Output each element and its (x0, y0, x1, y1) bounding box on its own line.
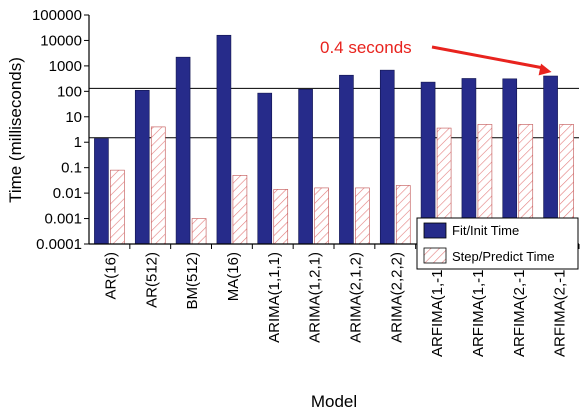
x-tick-label-ma-16: MA(16) (225, 252, 242, 301)
legend-swatch-fit (423, 222, 447, 239)
y-tick-label: 0.001 (44, 211, 82, 228)
annotation-text: 0.4 seconds (320, 38, 412, 57)
x-tick-label-arfima-2-1-1: ARFIMA(2,-1,1) (511, 252, 528, 357)
x-categories: AR(16) AR(512) BM(512) MA(16) ARIMA(1,1,1) AR… (102, 252, 568, 357)
y-tick-label: 0.0001 (36, 236, 82, 253)
x-tick-label-arima-2-2-2: ARIMA(2,2,2) (388, 252, 405, 343)
x-tick-label-arfima-2-1-2: ARFIMA(2,-1,2) (552, 252, 569, 357)
legend-swatch-step (423, 247, 447, 264)
reference-lines (89, 87, 579, 139)
y-tick-label: 0.1 (61, 160, 82, 177)
bar-fit-ma-16 (216, 34, 232, 245)
x-tick-label-ar-512: AR(512) (143, 252, 160, 308)
bar-step-ma-16 (232, 175, 248, 245)
legend-label-fit: Fit/Init Time (452, 223, 519, 238)
bar-fit-arima-1-1-1 (257, 92, 273, 245)
bars (94, 34, 574, 245)
y-tick-label: 10 (65, 109, 82, 126)
x-tick-label-arima-1-2-1: ARIMA(1,2,1) (307, 252, 324, 343)
y-tick-label: 100000 (32, 7, 82, 24)
y-tick-label: 100 (57, 83, 82, 100)
x-tick-label-arfima-1-1-1: ARFIMA(1,-1,1) (429, 252, 446, 357)
bar-step-arima-1-2-1 (314, 187, 329, 245)
bar-fit-arima-2-1-2 (339, 74, 354, 245)
bar-fit-ar-512 (134, 89, 150, 245)
y-tick-label: 1 (74, 134, 82, 151)
bar-step-bm-512 (191, 218, 207, 245)
annotation-arrow-line (431, 45, 544, 70)
x-tick-label-ar-16: AR(16) (102, 252, 119, 300)
y-tick-label: 0.01 (53, 185, 82, 202)
x-tick-label-arima-2-1-2: ARIMA(2,1,2) (347, 252, 364, 343)
bar-step-arima-2-2-2 (395, 185, 411, 245)
bar-fit-arima-2-2-2 (379, 69, 395, 245)
bar-fit-ar-16 (94, 138, 109, 245)
annotation-arrow-head (538, 63, 552, 76)
bar-step-ar-512 (150, 126, 166, 245)
bar-step-arima-2-1-2 (355, 187, 370, 245)
legend-label-step: Step/Predict Time (452, 249, 555, 264)
bar-fit-bm-512 (175, 56, 191, 245)
annotation: 0.4 seconds (320, 38, 552, 76)
bar-fit-arima-1-2-1 (298, 89, 313, 245)
y-ticks: 0.0001 0.001 0.01 0.1 1 10 100 1000 10000 100000 (32, 7, 89, 253)
bar-step-ar-16 (110, 169, 125, 245)
bar-step-arima-1-1-1 (273, 189, 289, 245)
y-tick-label: 1000 (49, 58, 82, 75)
x-tick-label-arima-1-1-1: ARIMA(1,1,1) (266, 252, 283, 343)
x-axis-title: Model (311, 392, 357, 411)
y-tick-label: 10000 (40, 32, 82, 49)
legend: Fit/Init Time Step/Predict Time (416, 217, 579, 270)
y-axis-title: Time (milliseconds) (6, 57, 25, 203)
x-tick-label-bm-512: BM(512) (184, 252, 201, 310)
x-tick-label-arfima-1-1-2: ARFIMA(1,-1,2) (470, 252, 487, 357)
